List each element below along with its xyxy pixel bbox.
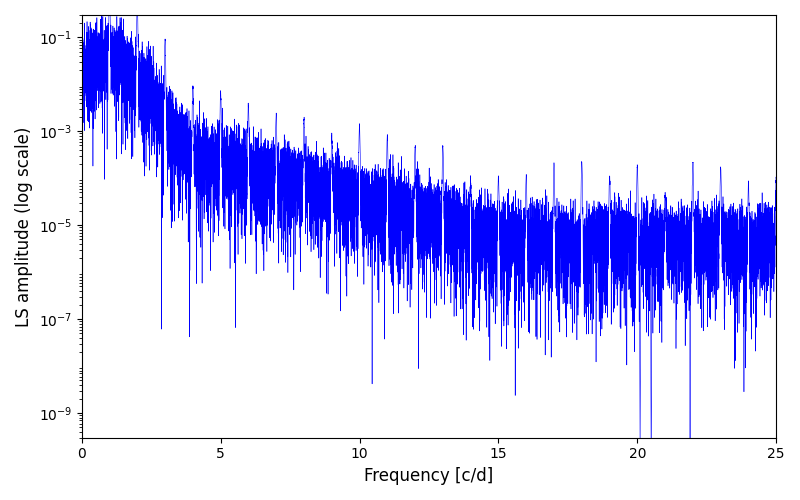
Y-axis label: LS amplitude (log scale): LS amplitude (log scale) [15, 126, 33, 326]
X-axis label: Frequency [c/d]: Frequency [c/d] [364, 467, 494, 485]
